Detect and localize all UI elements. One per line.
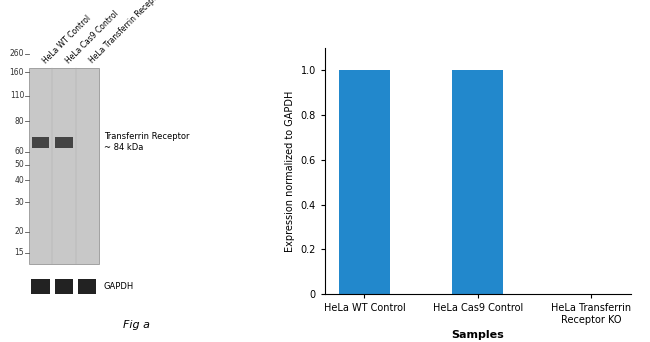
Bar: [78, 279, 96, 294]
Text: 110: 110: [10, 91, 24, 101]
X-axis label: Samples: Samples: [451, 330, 504, 340]
Text: Transferrin Receptor
~ 84 kDa: Transferrin Receptor ~ 84 kDa: [104, 132, 189, 152]
Text: HeLa Cas9 Control: HeLa Cas9 Control: [64, 9, 120, 65]
Text: 20: 20: [14, 227, 24, 236]
Bar: [31, 279, 49, 294]
Bar: [339, 70, 390, 294]
Text: 50: 50: [14, 160, 24, 169]
Text: 60: 60: [14, 147, 24, 157]
Y-axis label: Expression normalized to GAPDH: Expression normalized to GAPDH: [285, 90, 295, 252]
Text: 15: 15: [14, 248, 24, 258]
Text: 80: 80: [14, 117, 24, 126]
Text: 160: 160: [10, 68, 24, 77]
Text: GAPDH: GAPDH: [104, 282, 134, 291]
Text: HeLa Transferrin Receptor KO: HeLa Transferrin Receptor KO: [87, 0, 174, 65]
Text: Fig a: Fig a: [123, 320, 150, 330]
Text: 30: 30: [14, 198, 24, 207]
Bar: [55, 136, 73, 148]
Bar: [32, 136, 49, 148]
Text: 260: 260: [10, 49, 24, 58]
Text: 40: 40: [14, 175, 24, 185]
Bar: [55, 279, 73, 294]
Bar: [452, 70, 503, 294]
Text: HeLa WT Control: HeLa WT Control: [40, 13, 92, 65]
